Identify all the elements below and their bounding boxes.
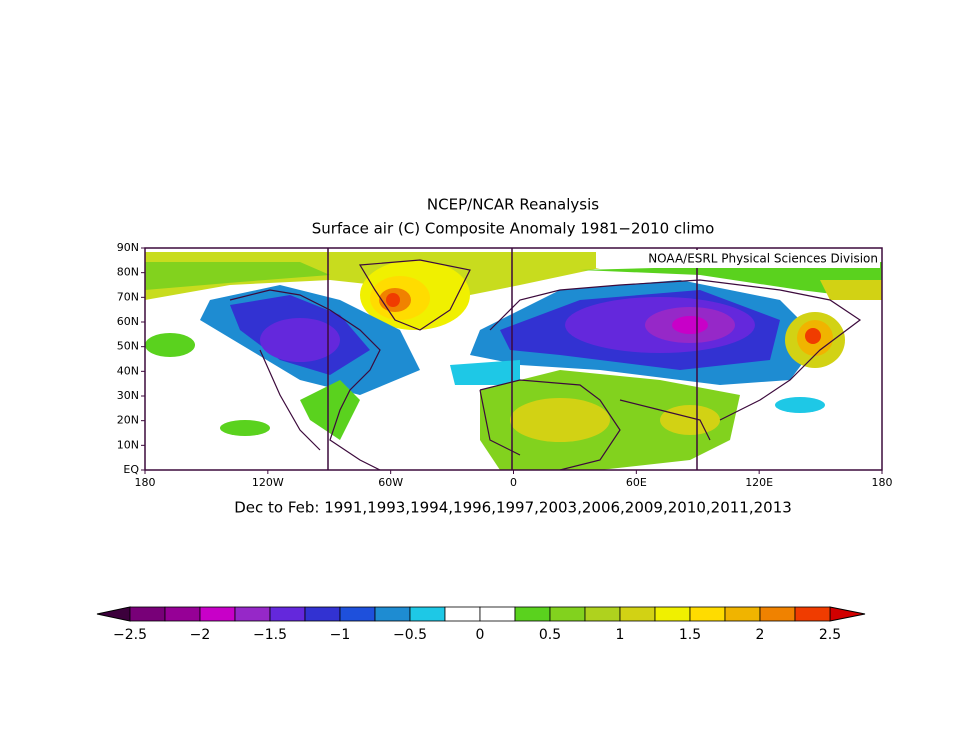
colorbar-box — [199, 606, 236, 622]
colorbar: −2.5 −2 −1.5 −1 −0.5 0 0.5 1 1.5 2 2.5 — [113, 606, 841, 643]
colorbar-label: 0 — [476, 627, 485, 643]
lat-label: 90N — [117, 241, 139, 254]
lat-label: 80N — [117, 266, 139, 279]
credit-box — [596, 250, 880, 268]
lon-label: 120W — [252, 476, 284, 489]
colorbar-box — [514, 606, 551, 622]
colorbar-label: 2 — [756, 627, 765, 643]
colorbar-box — [339, 606, 376, 622]
colorbar-box — [724, 606, 761, 622]
colorbar-box — [654, 606, 691, 622]
colorbar-label: 1.5 — [679, 627, 701, 643]
colorbar-box — [584, 606, 621, 622]
colorbar-high-arrow — [829, 606, 866, 622]
lat-label: 70N — [117, 290, 139, 303]
lat-label: 60N — [117, 315, 139, 328]
lat-label: EQ — [123, 463, 139, 476]
colorbar-box — [479, 606, 516, 622]
colorbar-label: 0.5 — [539, 627, 561, 643]
colorbar-label: 1 — [616, 627, 625, 643]
colorbar-label: −1.5 — [253, 627, 287, 643]
colorbar-box — [304, 606, 341, 622]
colorbar-box — [234, 606, 271, 622]
colorbar-label: −2.5 — [113, 627, 147, 643]
lat-label: 30N — [117, 389, 139, 402]
lat-label: 20N — [117, 414, 139, 427]
lon-label: 120E — [745, 476, 773, 489]
colorbar-box — [374, 606, 411, 622]
lon-label: 60E — [626, 476, 647, 489]
colorbar-label: −0.5 — [393, 627, 427, 643]
colorbar-box — [794, 606, 831, 622]
lon-label: 0 — [510, 476, 517, 489]
colorbar-box — [129, 606, 166, 622]
lon-label: 60W — [378, 476, 403, 489]
colorbar-label: −1 — [330, 627, 351, 643]
colorbar-box — [444, 606, 481, 622]
subtitle: Surface air (C) Composite Anomaly 1981−2… — [312, 220, 715, 238]
title: NCEP/NCAR Reanalysis — [427, 196, 599, 214]
colorbar-box — [269, 606, 306, 622]
colorbar-box — [409, 606, 446, 622]
lat-label: 50N — [117, 340, 139, 353]
footer: Dec to Feb: 1991,1993,1994,1996,1997,200… — [234, 499, 792, 517]
credit: NOAA/ESRL Physical Sciences Division — [648, 252, 878, 266]
lat-label: 10N — [117, 438, 139, 451]
colorbar-box — [164, 606, 201, 622]
colorbar-label: −2 — [190, 627, 211, 643]
colorbar-box — [759, 606, 796, 622]
colorbar-box — [549, 606, 586, 622]
colorbar-low-arrow — [96, 606, 131, 622]
lat-label: 40N — [117, 364, 139, 377]
lon-label: 180 — [872, 476, 893, 489]
colorbar-box — [689, 606, 726, 622]
colorbar-label: 2.5 — [819, 627, 841, 643]
colorbar-box — [619, 606, 656, 622]
lon-label: 180 — [135, 476, 156, 489]
anomaly-field — [145, 248, 882, 470]
